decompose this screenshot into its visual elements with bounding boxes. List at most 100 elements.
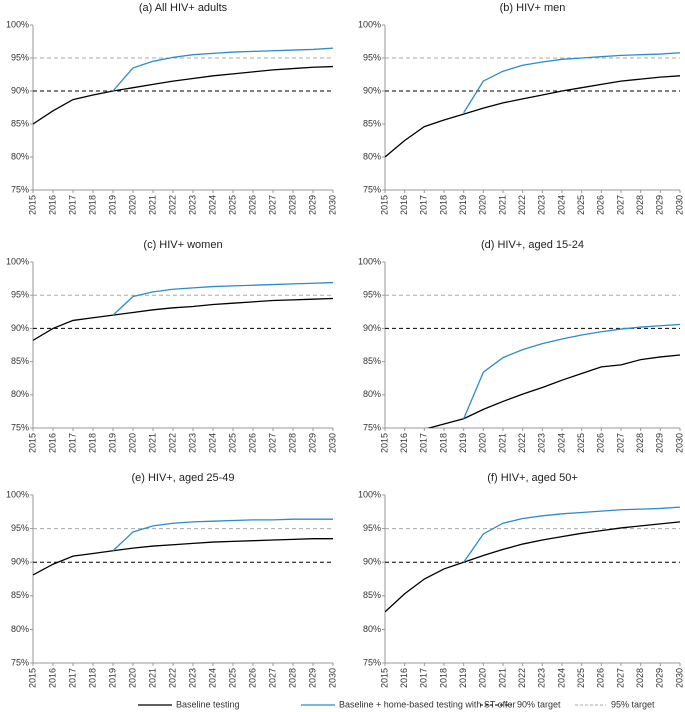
x-tick-label: 2017 <box>67 195 77 215</box>
x-tick-label: 2028 <box>287 195 297 215</box>
x-tick-label: 2026 <box>247 668 257 688</box>
x-tick-label: 2016 <box>399 668 409 688</box>
y-tick-label: 85% <box>363 590 381 600</box>
x-tick-label: 2021 <box>147 195 157 215</box>
x-tick-label: 2029 <box>655 433 665 453</box>
x-tick-label: 2019 <box>458 195 468 215</box>
x-tick-label: 2024 <box>556 668 566 688</box>
x-tick-label: 2017 <box>67 433 77 453</box>
x-tick-label: 2026 <box>247 433 257 453</box>
y-tick-label: 75% <box>363 657 381 667</box>
x-tick-label: 2022 <box>167 668 177 688</box>
y-tick-label: 95% <box>11 290 29 300</box>
legend-label: 95% target <box>611 699 655 709</box>
x-tick-label: 2016 <box>399 433 409 453</box>
x-tick-label: 2019 <box>107 433 117 453</box>
x-tick-label: 2028 <box>287 433 297 453</box>
x-tick-label: 2018 <box>438 433 448 453</box>
x-tick-label: 2018 <box>87 668 97 688</box>
y-tick-label: 75% <box>363 422 381 432</box>
x-tick-label: 2027 <box>615 668 625 688</box>
x-tick-label: 2023 <box>187 195 197 215</box>
x-tick-label: 2029 <box>655 195 665 215</box>
series-line <box>385 75 680 158</box>
x-tick-label: 2024 <box>207 195 217 215</box>
series-line <box>463 52 680 114</box>
x-tick-label: 2030 <box>674 195 684 215</box>
y-tick-label: 90% <box>363 557 381 567</box>
y-tick-label: 85% <box>11 590 29 600</box>
x-tick-label: 2025 <box>227 195 237 215</box>
y-tick-label: 80% <box>363 624 381 634</box>
x-tick-label: 2024 <box>207 668 217 688</box>
y-tick-label: 85% <box>363 356 381 366</box>
x-tick-label: 2022 <box>167 195 177 215</box>
y-tick-label: 80% <box>363 151 381 161</box>
x-tick-label: 2020 <box>478 433 488 453</box>
x-tick-label: 2023 <box>187 668 197 688</box>
x-tick-label: 2016 <box>399 195 409 215</box>
x-tick-label: 2016 <box>47 668 57 688</box>
x-tick-label: 2016 <box>47 433 57 453</box>
y-tick-label: 90% <box>11 323 29 333</box>
x-tick-label: 2024 <box>556 433 566 453</box>
y-tick-label: 95% <box>363 523 381 533</box>
x-tick-label: 2018 <box>87 433 97 453</box>
x-tick-label: 2018 <box>87 195 97 215</box>
x-tick-label: 2019 <box>458 668 468 688</box>
x-tick-label: 2027 <box>267 433 277 453</box>
x-tick-label: 2017 <box>419 195 429 215</box>
x-tick-label: 2019 <box>458 433 468 453</box>
x-tick-label: 2021 <box>147 668 157 688</box>
x-tick-label: 2020 <box>478 668 488 688</box>
y-tick-label: 90% <box>363 323 381 333</box>
plot-area <box>33 47 333 125</box>
x-tick-label: 2024 <box>556 195 566 215</box>
y-tick-label: 75% <box>11 184 29 194</box>
x-tick-label: 2019 <box>107 668 117 688</box>
x-tick-label: 2022 <box>167 433 177 453</box>
plot-area <box>426 323 680 428</box>
x-tick-label: 2015 <box>27 668 37 688</box>
y-tick-label: 85% <box>11 118 29 128</box>
x-tick-label: 2027 <box>267 668 277 688</box>
y-tick-label: 100% <box>358 489 381 499</box>
x-tick-label: 2025 <box>576 433 586 453</box>
series-line <box>385 521 680 613</box>
y-tick-label: 80% <box>11 151 29 161</box>
plot-area <box>33 518 333 576</box>
series-line <box>33 65 333 125</box>
x-tick-label: 2018 <box>438 668 448 688</box>
x-tick-label: 2027 <box>615 195 625 215</box>
x-tick-label: 2030 <box>327 668 337 688</box>
y-tick-label: 85% <box>363 118 381 128</box>
x-tick-label: 2029 <box>307 668 317 688</box>
y-tick-label: 95% <box>363 52 381 62</box>
x-tick-label: 2020 <box>127 668 137 688</box>
y-tick-label: 100% <box>6 256 29 266</box>
series-line <box>112 281 333 316</box>
y-tick-label: 75% <box>11 422 29 432</box>
y-tick-label: 100% <box>6 489 29 499</box>
x-tick-label: 2022 <box>517 668 527 688</box>
x-tick-label: 2019 <box>107 195 117 215</box>
x-tick-label: 2027 <box>267 195 277 215</box>
y-tick-label: 100% <box>358 19 381 29</box>
x-tick-label: 2027 <box>615 433 625 453</box>
x-tick-label: 2021 <box>147 433 157 453</box>
legend-label: Baseline + home-based testing with ST of… <box>339 699 516 709</box>
legend-label: Baseline testing <box>176 699 240 709</box>
legend-label: 90% target <box>517 699 561 709</box>
x-tick-label: 2023 <box>537 433 547 453</box>
x-tick-label: 2030 <box>674 433 684 453</box>
x-tick-label: 2015 <box>379 668 389 688</box>
series-line <box>112 518 333 552</box>
x-tick-label: 2025 <box>576 195 586 215</box>
x-tick-label: 2017 <box>67 668 77 688</box>
y-tick-label: 90% <box>11 557 29 567</box>
x-tick-label: 2025 <box>227 433 237 453</box>
x-tick-label: 2028 <box>287 668 297 688</box>
y-tick-label: 75% <box>11 657 29 667</box>
y-tick-label: 80% <box>11 389 29 399</box>
